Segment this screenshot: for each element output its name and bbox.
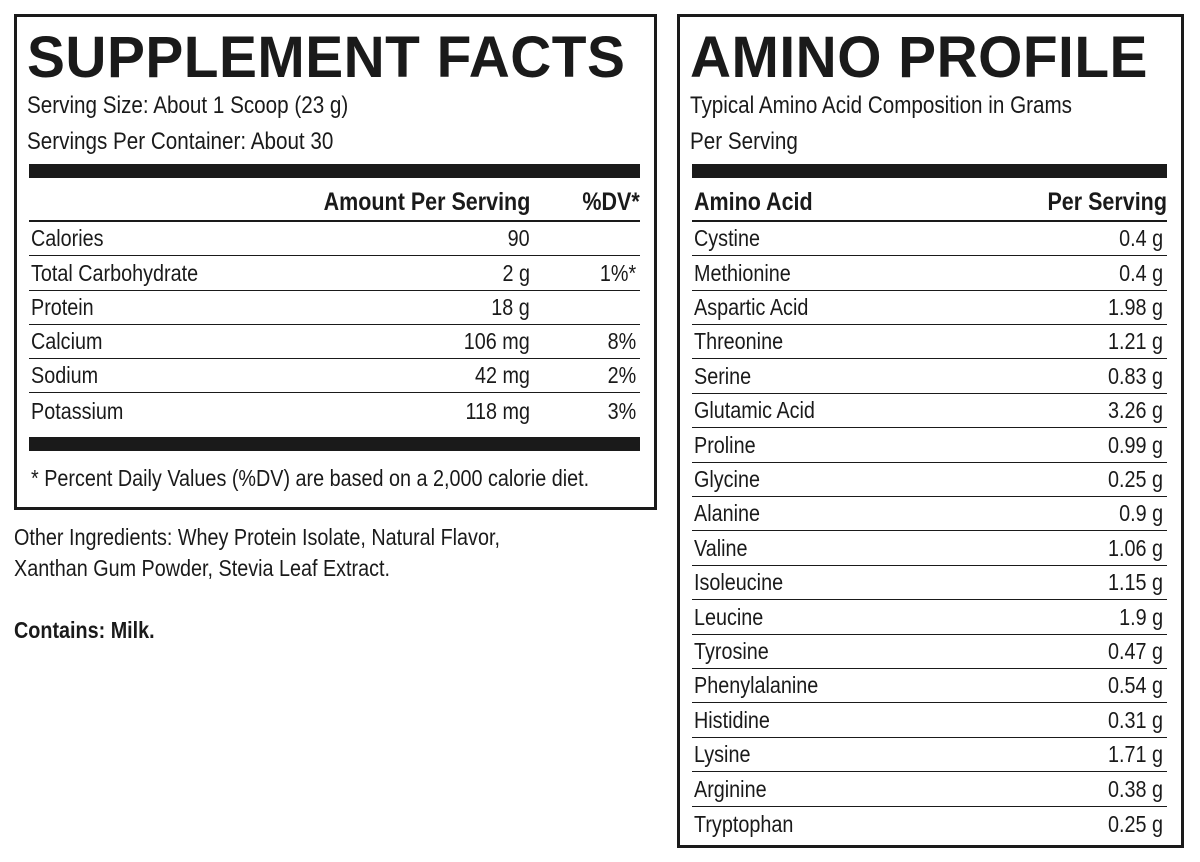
per-serving-header: Per Serving xyxy=(1047,188,1167,216)
amino-acid-amount: 0.25 g xyxy=(1108,466,1163,493)
sf-table-row: Potassium 118 mg 3% xyxy=(29,394,640,428)
amino-profile-title: AMINO PROFILE xyxy=(690,25,1148,90)
amino-table-row: Glutamic Acid 3.26 g xyxy=(692,394,1167,429)
amino-acid-amount: 1.15 g xyxy=(1108,569,1163,596)
amino-acid-name: Tyrosine xyxy=(694,638,769,665)
amino-acid-amount: 0.4 g xyxy=(1119,259,1163,286)
amino-acid-name: Phenylalanine xyxy=(694,672,819,699)
amino-header-row: Amino Acid Per Serving xyxy=(692,180,1167,222)
nutrient-amount: 42 mg xyxy=(475,362,530,389)
amino-thick-divider xyxy=(692,164,1167,178)
amino-acid-name: Glycine xyxy=(694,466,760,493)
dv-footnote: * Percent Daily Values (%DV) are based o… xyxy=(31,465,590,491)
amino-table-row: Glycine 0.25 g xyxy=(692,463,1167,498)
amino-subtitle-line-1: Typical Amino Acid Composition in Grams xyxy=(690,92,1073,119)
amino-acid-name: Cystine xyxy=(694,225,760,252)
sf-table-row: Total Carbohydrate 2 g 1%* xyxy=(29,256,640,291)
amino-acid-amount: 3.26 g xyxy=(1108,397,1163,424)
amino-acid-amount: 0.47 g xyxy=(1108,638,1163,665)
sf-table-row: Sodium 42 mg 2% xyxy=(29,359,640,394)
amino-acid-amount: 0.25 g xyxy=(1108,811,1163,838)
nutrient-amount: 18 g xyxy=(491,293,530,320)
nutrient-amount: 2 g xyxy=(502,259,530,286)
nutrient-name: Total Carbohydrate xyxy=(31,259,199,286)
amino-acid-amount: 1.21 g xyxy=(1108,328,1163,355)
amino-profile-panel: AMINO PROFILE Typical Amino Acid Composi… xyxy=(677,14,1184,848)
amino-table-row: Threonine 1.21 g xyxy=(692,325,1167,360)
dv-header: %DV* xyxy=(582,188,640,216)
supplement-facts-panel: SUPPLEMENT FACTS Serving Size: About 1 S… xyxy=(14,14,657,510)
amino-acid-name: Aspartic Acid xyxy=(694,294,809,321)
amino-table-row: Tryptophan 0.25 g xyxy=(692,807,1167,841)
amino-acid-name: Histidine xyxy=(694,706,770,733)
serving-size: Serving Size: About 1 Scoop (23 g) xyxy=(27,92,349,119)
amino-acid-name: Tryptophan xyxy=(694,811,794,838)
amino-acid-amount: 0.99 g xyxy=(1108,431,1163,458)
nutrient-name: Calories xyxy=(31,225,104,252)
amino-table-row: Aspartic Acid 1.98 g xyxy=(692,291,1167,326)
amino-acid-name: Alanine xyxy=(694,500,760,527)
nutrient-name: Protein xyxy=(31,293,94,320)
amino-table-row: Alanine 0.9 g xyxy=(692,497,1167,532)
amino-acid-amount: 0.31 g xyxy=(1108,706,1163,733)
other-ingredients-line-1: Other Ingredients: Whey Protein Isolate,… xyxy=(14,524,500,550)
amino-table-row: Serine 0.83 g xyxy=(692,360,1167,394)
nutrient-amount: 106 mg xyxy=(464,328,530,355)
amino-table-row: Methionine 0.4 g xyxy=(692,256,1167,291)
nutrient-amount: 118 mg xyxy=(465,397,530,424)
amino-acid-name: Lysine xyxy=(694,741,751,768)
amino-acid-name: Glutamic Acid xyxy=(694,397,815,424)
nutrient-dv: 8% xyxy=(607,328,636,355)
amino-acid-amount: 0.54 g xyxy=(1108,672,1163,699)
amino-acid-amount: 1.06 g xyxy=(1108,534,1163,561)
other-ingredients: Other Ingredients: Whey Protein Isolate,… xyxy=(14,522,500,584)
amino-acid-name: Methionine xyxy=(694,259,791,286)
amino-table-row: Histidine 0.31 g xyxy=(692,704,1167,738)
nutrient-dv: 2% xyxy=(607,362,636,389)
amino-acid-name: Valine xyxy=(694,534,748,561)
amino-acid-amount: 0.38 g xyxy=(1108,775,1163,802)
amino-subtitle-line-2: Per Serving xyxy=(690,128,798,155)
amino-table-row: Phenylalanine 0.54 g xyxy=(692,669,1167,704)
nutrient-name: Sodium xyxy=(31,362,99,389)
amino-acid-name: Threonine xyxy=(694,328,784,355)
amino-acid-name: Proline xyxy=(694,431,756,458)
amino-acid-name: Arginine xyxy=(694,775,767,802)
servings-per-container: Servings Per Container: About 30 xyxy=(27,128,334,155)
amino-acid-name: Leucine xyxy=(694,603,764,630)
nutrient-name: Calcium xyxy=(31,328,103,355)
allergen-statement: Contains: Milk. xyxy=(14,617,155,643)
amount-header: Amount Per Serving xyxy=(323,188,530,216)
amino-acid-name: Serine xyxy=(694,362,752,389)
amino-acid-amount: 0.4 g xyxy=(1119,225,1163,252)
amino-table-row: Cystine 0.4 g xyxy=(692,222,1167,257)
amino-table-row: Tyrosine 0.47 g xyxy=(692,635,1167,670)
other-ingredients-line-2: Xanthan Gum Powder, Stevia Leaf Extract. xyxy=(14,555,391,582)
amino-acid-amount: 0.9 g xyxy=(1119,500,1163,527)
amino-table-row: Isoleucine 1.15 g xyxy=(692,566,1167,601)
sf-header-row: Amount Per Serving %DV* xyxy=(29,180,640,222)
amino-acid-header: Amino Acid xyxy=(694,188,813,216)
amino-table-row: Lysine 1.71 g xyxy=(692,738,1167,773)
amino-table-row: Proline 0.99 g xyxy=(692,428,1167,463)
sf-table-row: Calories 90 xyxy=(29,222,640,257)
amino-table-row: Leucine 1.9 g xyxy=(692,600,1167,635)
nutrient-amount: 90 xyxy=(507,225,530,252)
nutrient-dv: 3% xyxy=(607,397,636,424)
sf-table-row: Calcium 106 mg 8% xyxy=(29,325,640,360)
nutrient-name: Potassium xyxy=(31,397,124,424)
amino-acid-amount: 1.71 g xyxy=(1108,741,1163,768)
amino-table-row: Valine 1.06 g xyxy=(692,532,1167,566)
sf-table-row: Protein 18 g xyxy=(29,291,640,325)
amino-acid-amount: 0.83 g xyxy=(1108,362,1163,389)
top-thick-divider xyxy=(29,164,640,178)
bottom-thick-divider xyxy=(29,437,640,451)
supplement-facts-title: SUPPLEMENT FACTS xyxy=(27,25,626,90)
amino-table-row: Arginine 0.38 g xyxy=(692,772,1167,807)
amino-acid-amount: 1.9 g xyxy=(1119,603,1163,630)
amino-acid-name: Isoleucine xyxy=(694,569,784,596)
nutrient-dv: 1%* xyxy=(599,259,636,286)
amino-acid-amount: 1.98 g xyxy=(1108,294,1163,321)
